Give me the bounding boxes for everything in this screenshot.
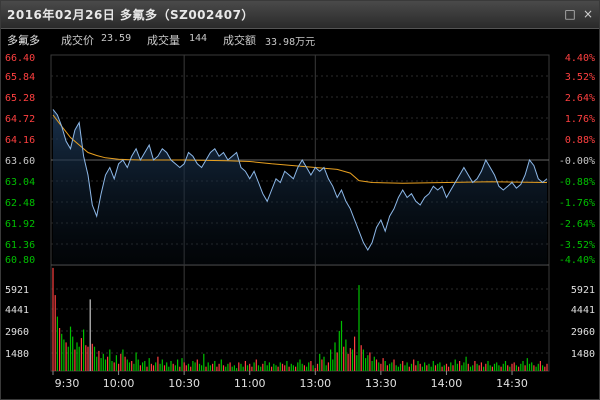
price-area-fill bbox=[53, 109, 547, 266]
percent-tick-label: 2.64% bbox=[565, 93, 595, 104]
volume-tick-label-right: 1480 bbox=[571, 349, 595, 360]
restore-icon[interactable]: □ bbox=[564, 7, 576, 21]
time-tick-label: 13:30 bbox=[365, 377, 397, 390]
percent-tick-label: 0.88% bbox=[565, 135, 595, 146]
percent-tick-label: -0.00% bbox=[559, 156, 595, 167]
time-axis-labels: 9:30 10:00 10:30 11:00 13:00 13:30 14:00 14:30 bbox=[55, 377, 528, 390]
price-tick-label: 62.48 bbox=[5, 198, 35, 209]
price-tick-label: 60.80 bbox=[5, 255, 35, 266]
percent-tick-label: 3.52% bbox=[565, 72, 595, 83]
stock-name: 多氟多 bbox=[7, 34, 40, 47]
price-tick-label: 65.84 bbox=[5, 72, 35, 83]
time-tick-label: 11:00 bbox=[234, 377, 266, 390]
price-tick-label: 61.92 bbox=[5, 219, 35, 230]
time-tick-label: 10:00 bbox=[103, 377, 135, 390]
percent-tick-label: -0.88% bbox=[559, 177, 595, 188]
time-tick-label: 14:30 bbox=[496, 377, 528, 390]
time-tick-label: 9:30 bbox=[55, 377, 80, 390]
quote-info-bar: 多氟多 成交价 23.59 成交量 144 成交额 33.98万元 bbox=[1, 29, 599, 49]
percent-tick-label: 4.40% bbox=[565, 53, 595, 64]
volume-tick-label: 5921 bbox=[5, 285, 29, 296]
percent-tick-label: -1.76% bbox=[559, 198, 595, 209]
title-bar[interactable]: 2016年02月26日 多氟多（SZ002407） □ × bbox=[1, 1, 599, 29]
volume-tick-label: 1480 bbox=[5, 349, 29, 360]
volume-tick-label-right: 4441 bbox=[571, 305, 595, 316]
price-value: 23.59 bbox=[101, 33, 132, 44]
amount-label: 成交额 bbox=[223, 34, 256, 47]
percent-tick-label: -4.40% bbox=[559, 255, 595, 266]
volume-value: 144 bbox=[189, 33, 208, 44]
price-label: 成交价 bbox=[61, 34, 94, 47]
volume-tick-label: 2960 bbox=[5, 327, 29, 338]
price-axis-labels: 66.40 65.84 65.28 64.72 64.16 63.60 63.04 62.48… bbox=[5, 53, 35, 266]
time-tick-label: 14:00 bbox=[431, 377, 463, 390]
price-line bbox=[52, 109, 548, 251]
price-tick-label: 65.28 bbox=[5, 93, 35, 104]
close-icon[interactable]: × bbox=[582, 7, 594, 21]
percent-tick-label: -3.52% bbox=[559, 240, 595, 251]
percent-tick-label: 1.76% bbox=[565, 114, 595, 125]
volume-tick-label-right: 2960 bbox=[571, 327, 595, 338]
percent-axis-labels: 4.40% 3.52% 2.64% 1.76% 0.88% -0.00% -0.88% -1.… bbox=[559, 53, 595, 266]
price-tick-label: 66.40 bbox=[5, 53, 35, 64]
percent-tick-label: -2.64% bbox=[559, 219, 595, 230]
volume-tick-label: 4441 bbox=[5, 305, 29, 316]
price-tick-label: 63.60 bbox=[5, 156, 35, 167]
price-tick-label: 61.36 bbox=[5, 240, 35, 251]
volume-axis-labels: 5921 5921 4441 4441 2960 2960 1480 1480 bbox=[5, 285, 595, 360]
price-tick-label: 63.04 bbox=[5, 177, 35, 188]
time-tick-label: 10:30 bbox=[168, 377, 200, 390]
volume-label: 成交量 bbox=[147, 34, 180, 47]
volume-tick-label-right: 5921 bbox=[571, 285, 595, 296]
amount-value: 33.98万元 bbox=[265, 37, 316, 48]
price-tick-label: 64.72 bbox=[5, 114, 35, 125]
time-tick-label: 13:00 bbox=[299, 377, 331, 390]
volume-bars bbox=[52, 267, 548, 371]
average-price-line bbox=[52, 114, 548, 184]
window-title: 2016年02月26日 多氟多（SZ002407） bbox=[7, 8, 254, 22]
price-tick-label: 64.16 bbox=[5, 135, 35, 146]
